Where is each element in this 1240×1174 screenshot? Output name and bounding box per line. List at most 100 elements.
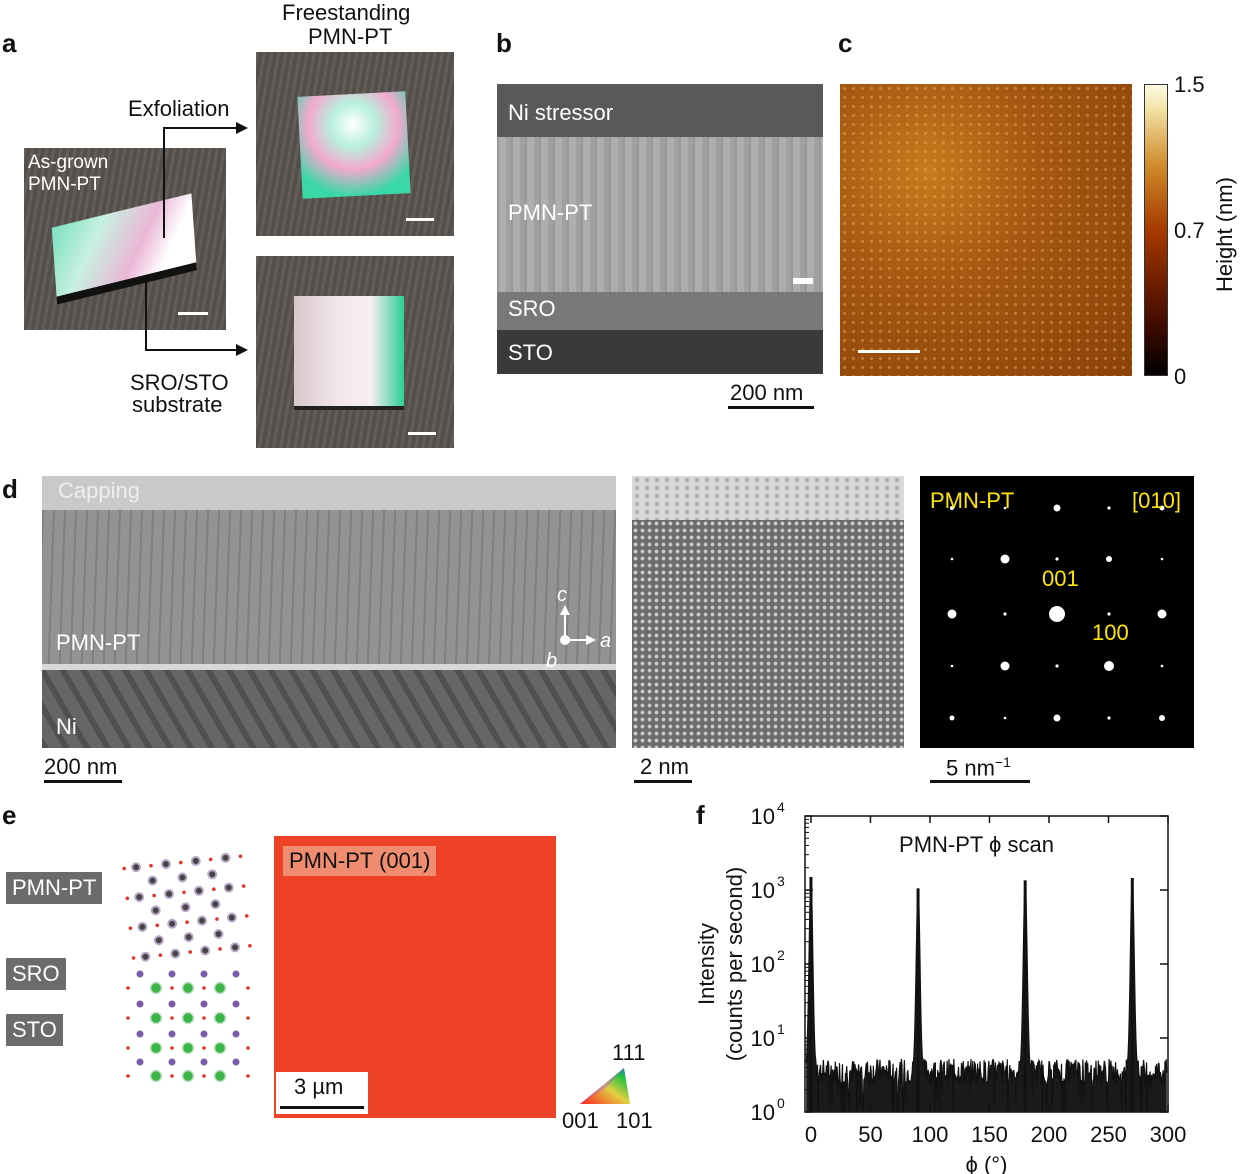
sro-tag: SRO [6,958,66,990]
panel-label-d: d [2,474,18,504]
ebsd-scale-label: 3 µm [294,1074,344,1099]
phi-scan-series [805,876,1168,1113]
ni-stressor-label: Ni stressor [508,100,614,125]
axis-c-label: c [557,584,567,606]
axis-a-label: a [600,630,612,652]
scale-bar-right [930,780,1030,783]
ipf-label-101: 101 [616,1108,653,1133]
scale-label-left: 200 nm [44,754,118,779]
afm-map [840,84,1132,376]
colorbar-mid: 0.7 [1174,218,1205,243]
as-grown-label: As-grown PMN-PT [28,152,109,195]
hrtem-lattice [632,520,904,748]
pmn-pt-label: PMN-PT [56,630,141,655]
capping-layer [42,476,616,510]
y-axis-label-line1: Intensity [694,923,719,1005]
pmn-pt-label: PMN-PT [508,200,593,225]
panel-label-a: a [2,28,17,58]
freestanding-title: Freestanding [282,0,411,25]
pmn-pt-layer [497,137,823,292]
ni-layer [42,670,616,748]
interface-arrow-icon [793,278,813,284]
chart-title: PMN-PT ϕ scan [899,832,1054,857]
axis-b-label: b [546,650,558,672]
scale-bar-left [44,780,122,783]
colorbar-label: Height (nm) [1212,177,1237,292]
zone-axis-label: [010] [1132,488,1181,513]
scale-bar [178,312,208,315]
colorbar-min: 0 [1174,364,1187,389]
freestanding-sample [297,91,411,199]
sto-tag: STO [6,1014,63,1046]
ebsd-orientation-map [274,836,556,1118]
exfoliation-arrows [145,122,248,356]
scale-label-mid: 2 nm [640,754,689,779]
spot-001-label: 001 [1042,566,1079,591]
as-grown-photo [24,148,226,330]
spot-100-label: 100 [1092,620,1129,645]
pmn-pt-film [42,510,616,664]
interface-line [42,664,616,670]
x-tick-label-2: 100 [912,1122,949,1147]
ebsd-scale-bar [280,1106,364,1109]
substrate-photo [256,256,454,448]
panel-label-f: f [696,800,705,830]
x-tick-label-1: 50 [858,1122,882,1147]
freestanding-photo [256,52,454,236]
ebsd-map-label: PMN-PT (001) [283,846,437,876]
scale-label: 200 nm [730,380,804,405]
ipf-color-key [580,1068,630,1104]
diffraction-spots [947,504,1167,722]
saed-title: PMN-PT [930,488,1015,513]
x-tick-label-3: 150 [971,1122,1008,1147]
scale-bar [408,432,436,435]
colorbar-max: 1.5 [1174,72,1205,97]
stem-cross-section [497,84,823,374]
sto-label: STO [508,340,553,365]
scale-bar [728,406,814,409]
ipf-label-111: 111 [612,1040,646,1065]
saed-pattern [920,476,1194,748]
y-tick-label-4: 10 [751,804,775,829]
atomic-structure-diagram [122,852,252,1083]
panel-label-c: c [838,28,853,58]
y-tick-exponent-2: 2 [777,947,785,963]
x-tick-label-4: 200 [1031,1122,1068,1147]
height-colorbar [1144,84,1168,376]
y-tick-exponent-1: 1 [777,1021,785,1037]
scale-bar [406,218,434,221]
y-tick-label-0: 10 [751,1100,775,1125]
panel-label-e: e [2,800,17,830]
hrtem-capping [632,476,904,520]
x-tick-label-6: 300 [1150,1122,1187,1147]
ni-layer [497,84,823,137]
y-tick-label-3: 10 [751,878,775,903]
hrtem-image [632,476,904,748]
y-tick-label-1: 10 [751,1026,775,1051]
substrate-label-1: SRO/STO [130,370,229,395]
x-axis-label: ϕ (°) [966,1152,1008,1174]
y-axis-label-line2: (counts per second) [722,867,747,1061]
capping-label: Capping [58,478,140,503]
panel-label-b: b [496,28,512,58]
pmn-pt-tag: PMN-PT [6,872,103,904]
ipf-label-001: 001 [562,1108,599,1133]
substrate-sample [294,296,404,406]
y-tick-label-2: 10 [751,952,775,977]
tem-overview [42,476,616,748]
scale-label-right: 5 nm−1 [946,754,1011,781]
x-tick-label-5: 250 [1090,1122,1127,1147]
x-tick-label-0: 0 [805,1122,817,1147]
substrate-label-2: substrate [132,392,223,417]
ni-label: Ni [56,714,77,739]
y-tick-exponent-0: 0 [777,1095,785,1111]
sro-layer [497,292,823,330]
sro-label: SRO [508,296,556,321]
scale-bar-mid [634,780,692,783]
freestanding-pmn-title: PMN-PT [308,24,393,49]
sto-layer [497,330,823,374]
scale-bar [858,350,920,353]
y-tick-exponent-3: 3 [777,873,785,889]
y-tick-exponent-4: 4 [777,800,785,815]
